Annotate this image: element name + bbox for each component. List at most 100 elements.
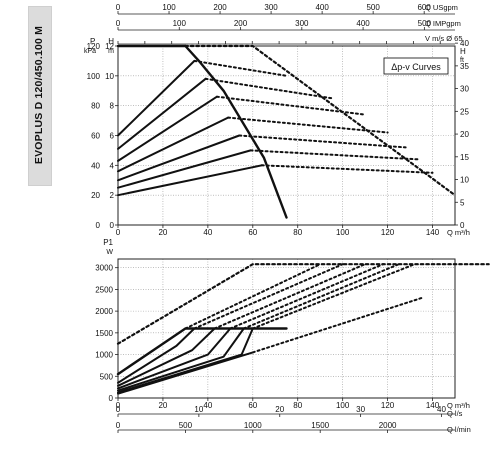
top-p-tick-label: 60 bbox=[91, 132, 100, 141]
top-scale-tick-label-0: 0 bbox=[116, 3, 121, 12]
top-h-tick-label: 12 bbox=[105, 42, 114, 51]
bottom-y-tick-label: 1500 bbox=[95, 329, 113, 338]
top-series-10 bbox=[204, 77, 333, 100]
legend-box bbox=[383, 57, 449, 75]
top-scale-label-2: V m/s Ø 65 bbox=[425, 34, 463, 43]
bottom-x-tick-label: 140 bbox=[426, 401, 440, 410]
top-p-tick-label: 0 bbox=[96, 221, 101, 230]
top-ft-axis-label: H bbox=[460, 47, 466, 56]
bottom-scale-tick-label-0: 20 bbox=[275, 405, 284, 414]
bottom-series-2 bbox=[117, 327, 216, 387]
bottom-series-5 bbox=[117, 327, 254, 394]
bottom-scale-tick-label-1: 2000 bbox=[379, 421, 397, 430]
bottom-y-tick-label: 2000 bbox=[95, 307, 113, 316]
bottom-series-7 bbox=[116, 263, 490, 345]
top-h-axis-unit: m bbox=[108, 48, 114, 55]
top-series-5 bbox=[117, 134, 241, 182]
top-p-tick-label: 80 bbox=[91, 102, 100, 111]
top-scale-tick-label-0: 200 bbox=[213, 3, 227, 12]
bottom-y-tick-label: 0 bbox=[109, 394, 114, 403]
top-x-tick-label: 40 bbox=[203, 228, 212, 237]
top-series-2 bbox=[117, 77, 207, 150]
bottom-scale-tick-label-1: 0 bbox=[116, 421, 121, 430]
top-series-1 bbox=[117, 59, 196, 137]
bottom-y-tick-label: 2500 bbox=[95, 285, 113, 294]
bottom-series-12 bbox=[242, 263, 400, 330]
top-series-11 bbox=[215, 95, 367, 116]
bottom-y-axis-unit: W bbox=[106, 249, 113, 256]
bottom-series-4 bbox=[117, 327, 245, 392]
bottom-scale-tick-label-1: 1000 bbox=[244, 421, 262, 430]
top-ft-tick-label: 5 bbox=[460, 198, 465, 207]
bottom-y-tick-label: 1000 bbox=[95, 351, 113, 360]
bottom-series-9 bbox=[193, 263, 344, 330]
top-h-tick-label: 10 bbox=[105, 72, 114, 81]
bottom-series-1 bbox=[117, 327, 196, 384]
bottom-plot-frame bbox=[117, 258, 456, 399]
top-h-tick-label: 8 bbox=[110, 102, 115, 111]
top-p-tick-label: 40 bbox=[91, 161, 100, 170]
bottom-scale-tick-label-0: 40 bbox=[437, 405, 446, 414]
top-ft-tick-label: 35 bbox=[460, 62, 469, 71]
bottom-scale-tick-label-0: 30 bbox=[356, 405, 365, 414]
top-x-tick-label: 120 bbox=[381, 228, 395, 237]
top-scale-tick-label-0: 100 bbox=[162, 3, 176, 12]
top-x-tick-label: 80 bbox=[293, 228, 302, 237]
bottom-x-tick-label: 80 bbox=[293, 401, 302, 410]
top-h-tick-label: 2 bbox=[110, 191, 115, 200]
top-ft-axis-unit: ft bbox=[460, 57, 464, 64]
top-scale-tick-label-1: 300 bbox=[295, 19, 309, 28]
bottom-series-6 bbox=[117, 351, 254, 395]
top-scale-label-1: Q IMPgpm bbox=[425, 19, 461, 28]
top-p-tick-label: 120 bbox=[87, 42, 101, 51]
top-series-15 bbox=[260, 164, 434, 174]
bottom-x-tick-label: 40 bbox=[203, 401, 212, 410]
top-scale-tick-label-0: 400 bbox=[315, 3, 329, 12]
bottom-y-tick-label: 500 bbox=[100, 372, 114, 381]
bottom-series-8 bbox=[184, 263, 322, 330]
bottom-scale-label-0: Q l/s bbox=[447, 409, 463, 418]
bottom-scale-label-1: Q l/min bbox=[447, 425, 471, 434]
top-series-14 bbox=[249, 149, 421, 161]
top-series-13 bbox=[238, 134, 407, 149]
top-x-tick-label: 20 bbox=[158, 228, 167, 237]
top-h-tick-label: 0 bbox=[110, 221, 115, 230]
bottom-series-14 bbox=[251, 297, 423, 354]
top-scale-label-0: Q USgpm bbox=[425, 3, 458, 12]
top-x-tick-label: 0 bbox=[116, 228, 121, 237]
top-p-tick-label: 20 bbox=[91, 191, 100, 200]
top-ft-tick-label: 0 bbox=[460, 221, 465, 230]
head-chart: 002204406608801010012120HmPkPa0510152025… bbox=[84, 3, 470, 237]
bottom-scale-tick-label-1: 1500 bbox=[311, 421, 329, 430]
bottom-x-tick-label: 120 bbox=[381, 401, 395, 410]
top-x-tick-label: 60 bbox=[248, 228, 257, 237]
top-scale-tick-label-1: 100 bbox=[173, 19, 187, 28]
top-ft-tick-label: 15 bbox=[460, 153, 469, 162]
bottom-series-3 bbox=[117, 327, 232, 390]
top-h-tick-label: 4 bbox=[110, 161, 115, 170]
top-series-8 bbox=[184, 44, 457, 197]
top-series-4 bbox=[117, 116, 230, 173]
bottom-x-axis-label: Q m³/h bbox=[447, 401, 470, 410]
top-scale-tick-label-0: 300 bbox=[264, 3, 278, 12]
top-series-9 bbox=[193, 59, 288, 77]
bottom-series-13 bbox=[251, 263, 416, 330]
bottom-y-axis-label: P1 bbox=[103, 238, 113, 247]
top-scale-tick-label-0: 500 bbox=[366, 3, 380, 12]
top-scale-tick-label-1: 500 bbox=[418, 19, 432, 28]
top-x-tick-label: 140 bbox=[426, 228, 440, 237]
top-h-tick-label: 6 bbox=[110, 132, 115, 141]
top-scale-tick-label-1: 200 bbox=[234, 19, 248, 28]
bottom-y-tick-label: 3000 bbox=[95, 264, 113, 273]
bottom-scale-tick-label-0: 0 bbox=[116, 405, 121, 414]
legend-label: Δp-v Curves bbox=[391, 62, 441, 72]
bottom-series-11 bbox=[229, 263, 385, 330]
top-series-6 bbox=[117, 149, 252, 189]
top-p-axis-label: P bbox=[90, 37, 95, 46]
top-x-tick-label: 100 bbox=[336, 228, 350, 237]
top-ft-tick-label: 10 bbox=[460, 176, 469, 185]
top-ft-tick-label: 40 bbox=[460, 39, 469, 48]
top-series-12 bbox=[227, 116, 389, 134]
